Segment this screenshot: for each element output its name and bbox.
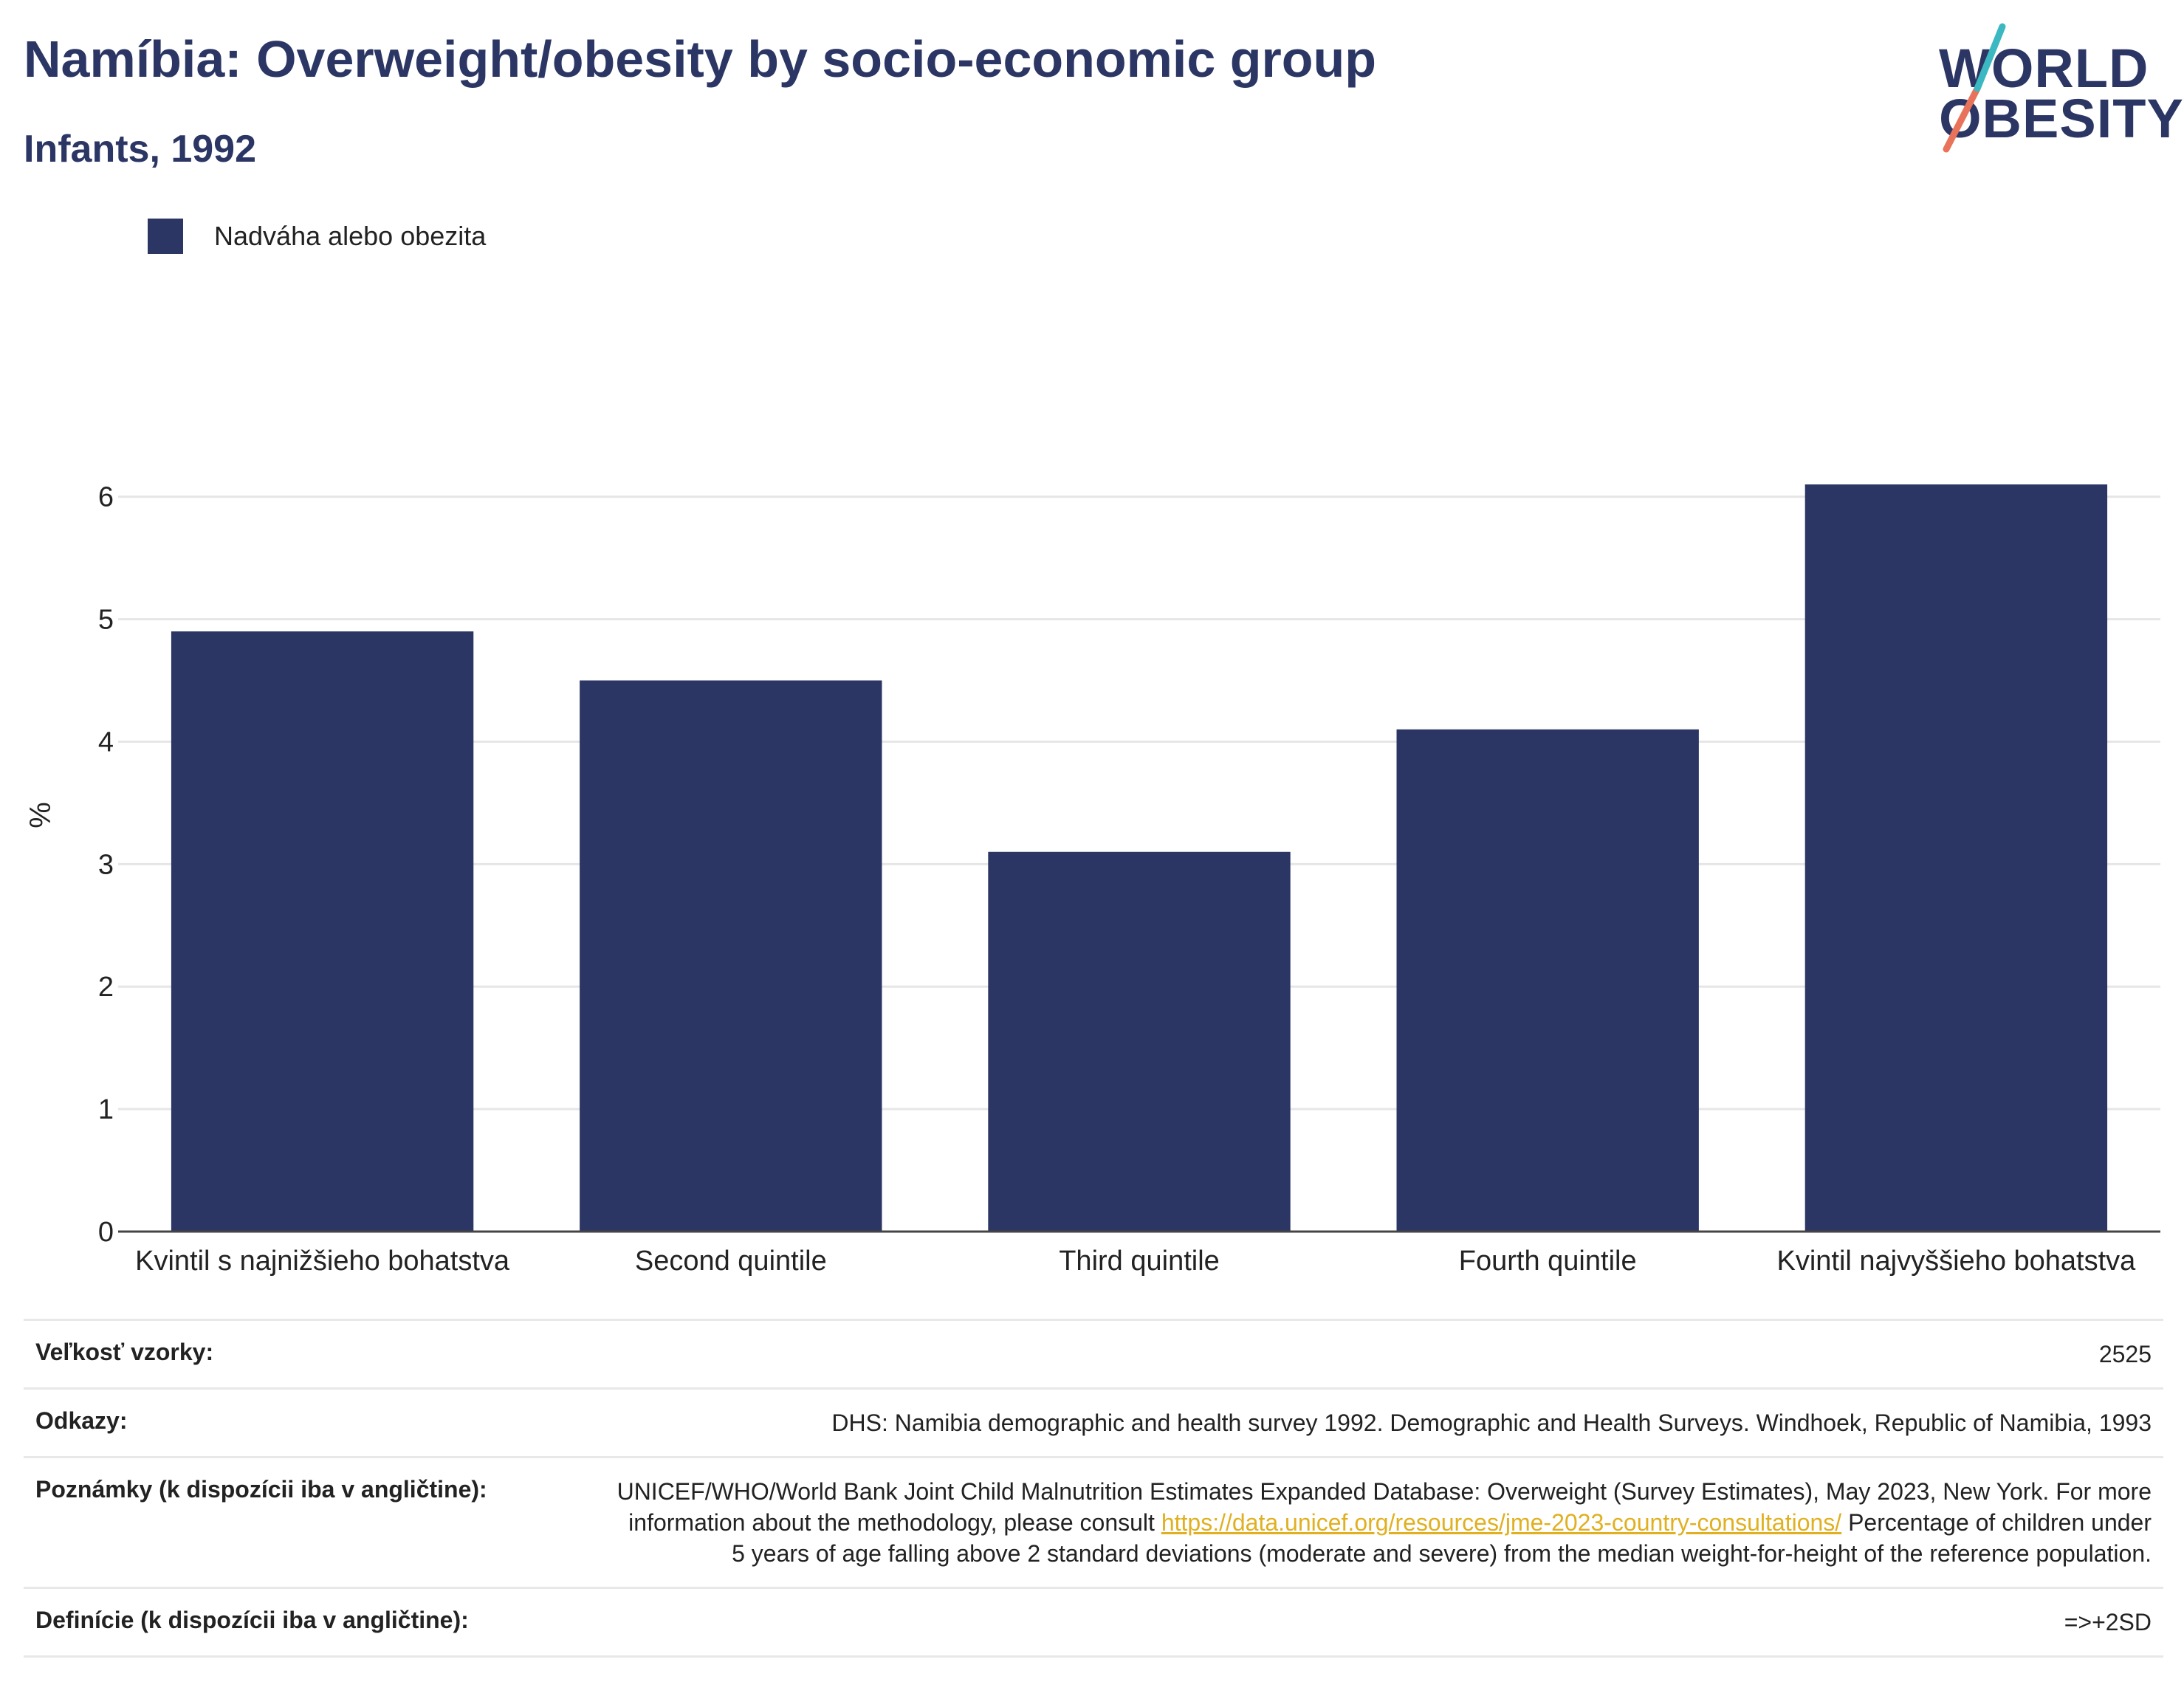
notes-text-post: Percentage of children under 5 years of … <box>732 1509 2152 1567</box>
y-tick-label: 3 <box>98 849 114 880</box>
x-tick-label: Second quintile <box>635 1246 827 1277</box>
logo-line-1: WORLD <box>1939 38 2149 99</box>
table-value: DHS: Namibia demographic and health surv… <box>831 1410 2152 1436</box>
y-tick-label: 5 <box>98 605 114 636</box>
chart-subtitle: Infants, 1992 <box>24 128 257 171</box>
legend-swatch <box>148 219 183 254</box>
bar <box>1396 729 1699 1232</box>
x-tick-label: Fourth quintile <box>1459 1246 1637 1277</box>
notes-link[interactable]: https://data.unicef.org/resources/jme-20… <box>1161 1509 1842 1536</box>
info-table: Veľkosť vzorky: 2525 Odkazy: DHS: Namibi… <box>24 1319 2163 1658</box>
table-row-definitions: Definície (k dispozícii iba v angličtine… <box>24 1587 2163 1658</box>
logo-line-2: OBESITY <box>1939 88 2184 149</box>
x-tick-label: Kvintil s najnižšieho bohatstva <box>135 1246 510 1277</box>
world-obesity-logo: WORLD OBESITY <box>1927 22 2183 155</box>
chart-title: Namíbia: Overweight/obesity by socio-eco… <box>24 30 1376 88</box>
legend-label: Nadváha alebo obezita <box>214 221 487 251</box>
y-tick-label: 2 <box>98 972 114 1003</box>
bar <box>1804 484 2108 1232</box>
table-value: 2525 <box>2098 1341 2152 1367</box>
table-key: Veľkosť vzorky: <box>35 1339 214 1365</box>
y-tick-label: 0 <box>98 1217 114 1248</box>
table-row-references: Odkazy: DHS: Namibia demographic and hea… <box>24 1387 2163 1456</box>
bar <box>580 680 882 1232</box>
bar-chart: 0 1 2 3 4 5 6% Kvintil s najnižšieho bohatstva S… <box>24 482 2160 1277</box>
y-axis-label: % <box>24 802 57 828</box>
y-tick-label: 1 <box>98 1094 114 1125</box>
y-tick-label: 4 <box>98 727 114 758</box>
x-tick-label: Third quintile <box>1059 1246 1220 1277</box>
table-key: Definície (k dispozícii iba v angličtine… <box>35 1607 469 1633</box>
table-row-sample-size: Veľkosť vzorky: 2525 <box>24 1319 2163 1387</box>
y-tick-label: 6 <box>98 482 114 513</box>
table-value: UNICEF/WHO/World Bank Joint Child Malnut… <box>616 1476 2152 1569</box>
bar <box>988 851 1291 1232</box>
x-tick-label: Kvintil najvyššieho bohatstva <box>1776 1246 2136 1277</box>
chart-legend: Nadváha alebo obezita <box>148 219 486 254</box>
table-key: Poznámky (k dispozícii iba v angličtine)… <box>35 1476 487 1503</box>
notes-text-pre: UNICEF/WHO/World Bank Joint Child Malnut… <box>617 1478 2152 1536</box>
logo-slash-icon <box>1943 23 2006 153</box>
bar <box>171 631 474 1232</box>
table-row-notes: Poznámky (k dispozícii iba v angličtine)… <box>24 1456 2163 1587</box>
table-key: Odkazy: <box>35 1407 128 1434</box>
table-value: =>+2SD <box>2064 1609 2152 1635</box>
